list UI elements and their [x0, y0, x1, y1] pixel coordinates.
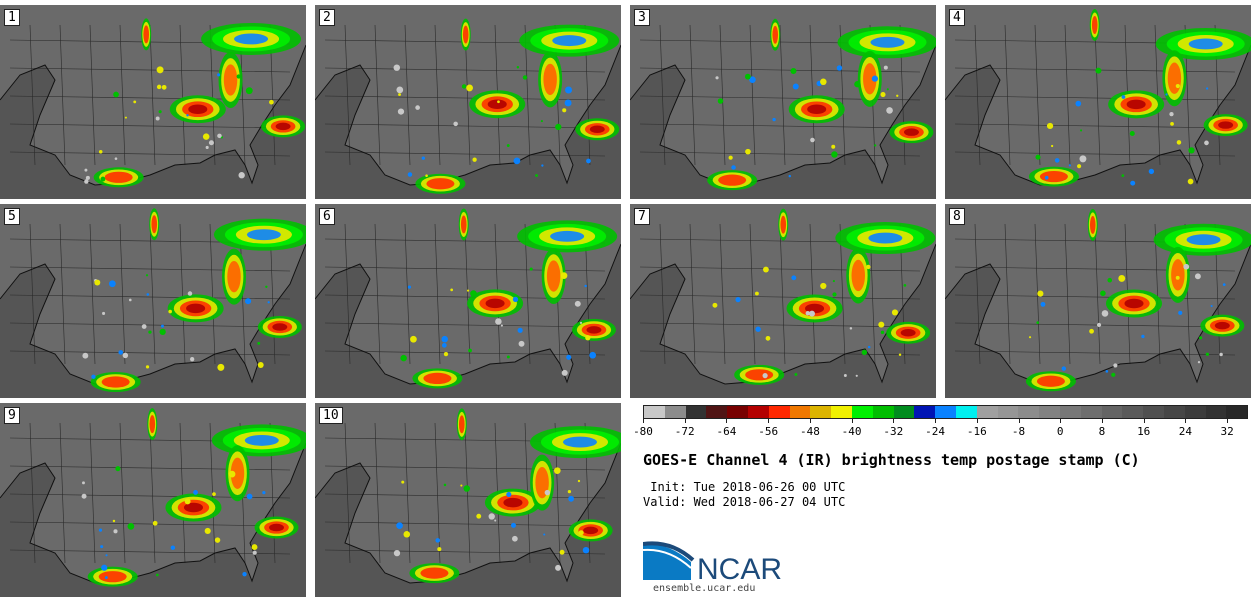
colorbar-tick-label: -56 [758, 425, 779, 438]
colorbar-segment [831, 406, 852, 418]
colorbar-tick-label: -48 [799, 425, 820, 438]
ir-map [945, 5, 1251, 199]
colorbar-segment [1205, 406, 1227, 418]
colorbar-segment [789, 406, 811, 418]
colorbar-segment [851, 406, 873, 418]
ir-map [0, 403, 306, 597]
panel-number: 9 [4, 407, 20, 424]
valid-time: Valid: Wed 2018-06-27 04 UTC [643, 495, 846, 509]
colorbar-segment [1184, 406, 1206, 418]
panel-number: 10 [319, 407, 343, 424]
colorbar-tick-label: 16 [1137, 425, 1151, 438]
colorbar-tick [1227, 419, 1229, 423]
colorbar-tick [893, 419, 895, 423]
ir-map [315, 5, 621, 199]
ir-map [315, 403, 621, 597]
panel-number: 8 [949, 208, 965, 225]
map-panel-9: 9 [0, 403, 306, 597]
colorbar-segment [1039, 406, 1060, 418]
colorbar-tick [1101, 419, 1103, 423]
ir-map [0, 204, 306, 398]
panel-number: 6 [319, 208, 335, 225]
colorbar-segment [1143, 406, 1164, 418]
map-panel-8: 8 [945, 204, 1251, 398]
panel-number: 3 [634, 9, 650, 26]
ir-map [630, 5, 936, 199]
colorbar-segment [1101, 406, 1123, 418]
colorbar-segment [893, 406, 915, 418]
ir-map [945, 204, 1251, 398]
map-panel-1: 1 [0, 5, 306, 199]
init-time: Init: Tue 2018-06-26 00 UTC [643, 480, 846, 494]
colorbar-segment [955, 406, 977, 418]
colorbar-tick-label: -64 [716, 425, 737, 438]
colorbar-tick [1185, 419, 1187, 423]
colorbar-segment [644, 406, 665, 418]
colorbar-tick-label: 24 [1178, 425, 1193, 438]
map-panel-10: 10 [315, 403, 621, 597]
logo-text: NCAR [697, 553, 782, 582]
colorbar-segment [935, 406, 956, 418]
map-panel-6: 6 [315, 204, 621, 398]
colorbar-segment [1163, 406, 1185, 418]
colorbar-segment [872, 406, 894, 418]
colorbar-tick [726, 419, 728, 423]
colorbar-tick-label: -40 [841, 425, 862, 438]
colorbar-tick-label: 8 [1098, 425, 1106, 438]
colorbar-segment [1122, 406, 1144, 418]
colorbar-tick [809, 419, 811, 423]
colorbar-tick-label: -72 [674, 425, 695, 438]
colorbar [643, 405, 1248, 419]
panel-number: 5 [4, 208, 20, 225]
colorbar-tick [976, 419, 978, 423]
colorbar-tick [1060, 419, 1062, 423]
colorbar-tick [684, 419, 686, 423]
colorbar-segment [914, 406, 936, 418]
map-panel-2: 2 [315, 5, 621, 199]
colorbar-segment [1018, 406, 1040, 418]
colorbar-tick-label: -24 [925, 425, 945, 438]
colorbar-segment [747, 406, 769, 418]
ir-map [630, 204, 936, 398]
colorbar-tick [1143, 419, 1145, 423]
colorbar-segment [664, 406, 686, 418]
logo-url: ensemble.ucar.edu [653, 583, 756, 594]
colorbar-tick-label: -8 [1011, 425, 1026, 438]
panel-number: 4 [949, 9, 965, 26]
ir-map [0, 5, 306, 199]
map-panel-3: 3 [630, 5, 936, 199]
colorbar-segment [727, 406, 748, 418]
colorbar-tick [1018, 419, 1020, 423]
colorbar-tick-label: -16 [966, 425, 987, 438]
colorbar-segment [1226, 406, 1248, 418]
colorbar-tick-label: 32 [1220, 425, 1234, 438]
colorbar-segment [1080, 406, 1102, 418]
map-panel-4: 4 [945, 5, 1251, 199]
map-panel-7: 7 [630, 204, 936, 398]
colorbar-tick [643, 419, 644, 423]
colorbar-segment [685, 406, 707, 418]
colorbar-tick [768, 419, 770, 423]
figure-title: GOES-E Channel 4 (IR) brightness temp po… [643, 451, 1140, 469]
panel-number: 1 [4, 9, 20, 26]
map-panel-5: 5 [0, 204, 306, 398]
colorbar-tick-label: 0 [1056, 425, 1064, 438]
colorbar-tick [935, 419, 937, 423]
colorbar-segment [706, 406, 728, 418]
colorbar-ticks: -80 -72 -64 -56 -48 -40 -32 -24 -16 -8 0 8 16 24 32 [633, 419, 1248, 439]
colorbar-segment [1059, 406, 1081, 418]
colorbar-tick-label: -80 [633, 425, 653, 438]
colorbar-segment [810, 406, 832, 418]
panel-number: 7 [634, 208, 650, 225]
colorbar-segment [768, 406, 790, 418]
colorbar-tick [851, 419, 853, 423]
panel-number: 2 [319, 9, 335, 26]
colorbar-tick-label: -32 [883, 425, 904, 438]
colorbar-segment [997, 406, 1019, 418]
ncar-logo: NCAR [642, 540, 793, 586]
colorbar-segment [976, 406, 998, 418]
ir-map [315, 204, 621, 398]
